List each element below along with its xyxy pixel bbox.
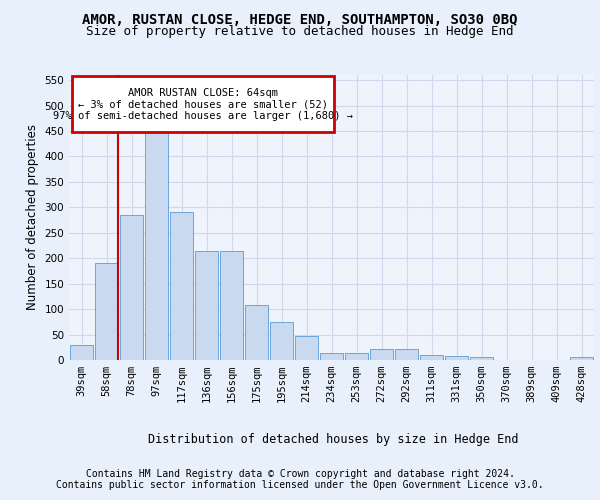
Bar <box>345 353 368 360</box>
Bar <box>395 349 418 360</box>
Bar <box>370 349 393 360</box>
Text: Distribution of detached houses by size in Hedge End: Distribution of detached houses by size … <box>148 432 518 446</box>
Bar <box>145 126 168 360</box>
Bar <box>120 215 143 360</box>
Bar <box>320 353 343 360</box>
Bar <box>270 322 293 360</box>
Text: Contains public sector information licensed under the Open Government Licence v3: Contains public sector information licen… <box>56 480 544 490</box>
Bar <box>470 358 493 360</box>
Bar <box>70 344 93 360</box>
Bar <box>245 305 268 360</box>
Text: Size of property relative to detached houses in Hedge End: Size of property relative to detached ho… <box>86 25 514 38</box>
Bar <box>195 250 218 360</box>
Bar <box>95 264 118 360</box>
Text: AMOR RUSTAN CLOSE: 64sqm
← 3% of detached houses are smaller (52)
97% of semi-de: AMOR RUSTAN CLOSE: 64sqm ← 3% of detache… <box>53 88 353 121</box>
FancyBboxPatch shape <box>71 76 334 132</box>
Bar <box>420 355 443 360</box>
Bar <box>295 336 318 360</box>
Bar <box>170 212 193 360</box>
Bar <box>220 250 243 360</box>
Bar <box>570 358 593 360</box>
Bar <box>445 356 468 360</box>
Y-axis label: Number of detached properties: Number of detached properties <box>26 124 39 310</box>
Text: AMOR, RUSTAN CLOSE, HEDGE END, SOUTHAMPTON, SO30 0BQ: AMOR, RUSTAN CLOSE, HEDGE END, SOUTHAMPT… <box>82 12 518 26</box>
Text: Contains HM Land Registry data © Crown copyright and database right 2024.: Contains HM Land Registry data © Crown c… <box>86 469 514 479</box>
